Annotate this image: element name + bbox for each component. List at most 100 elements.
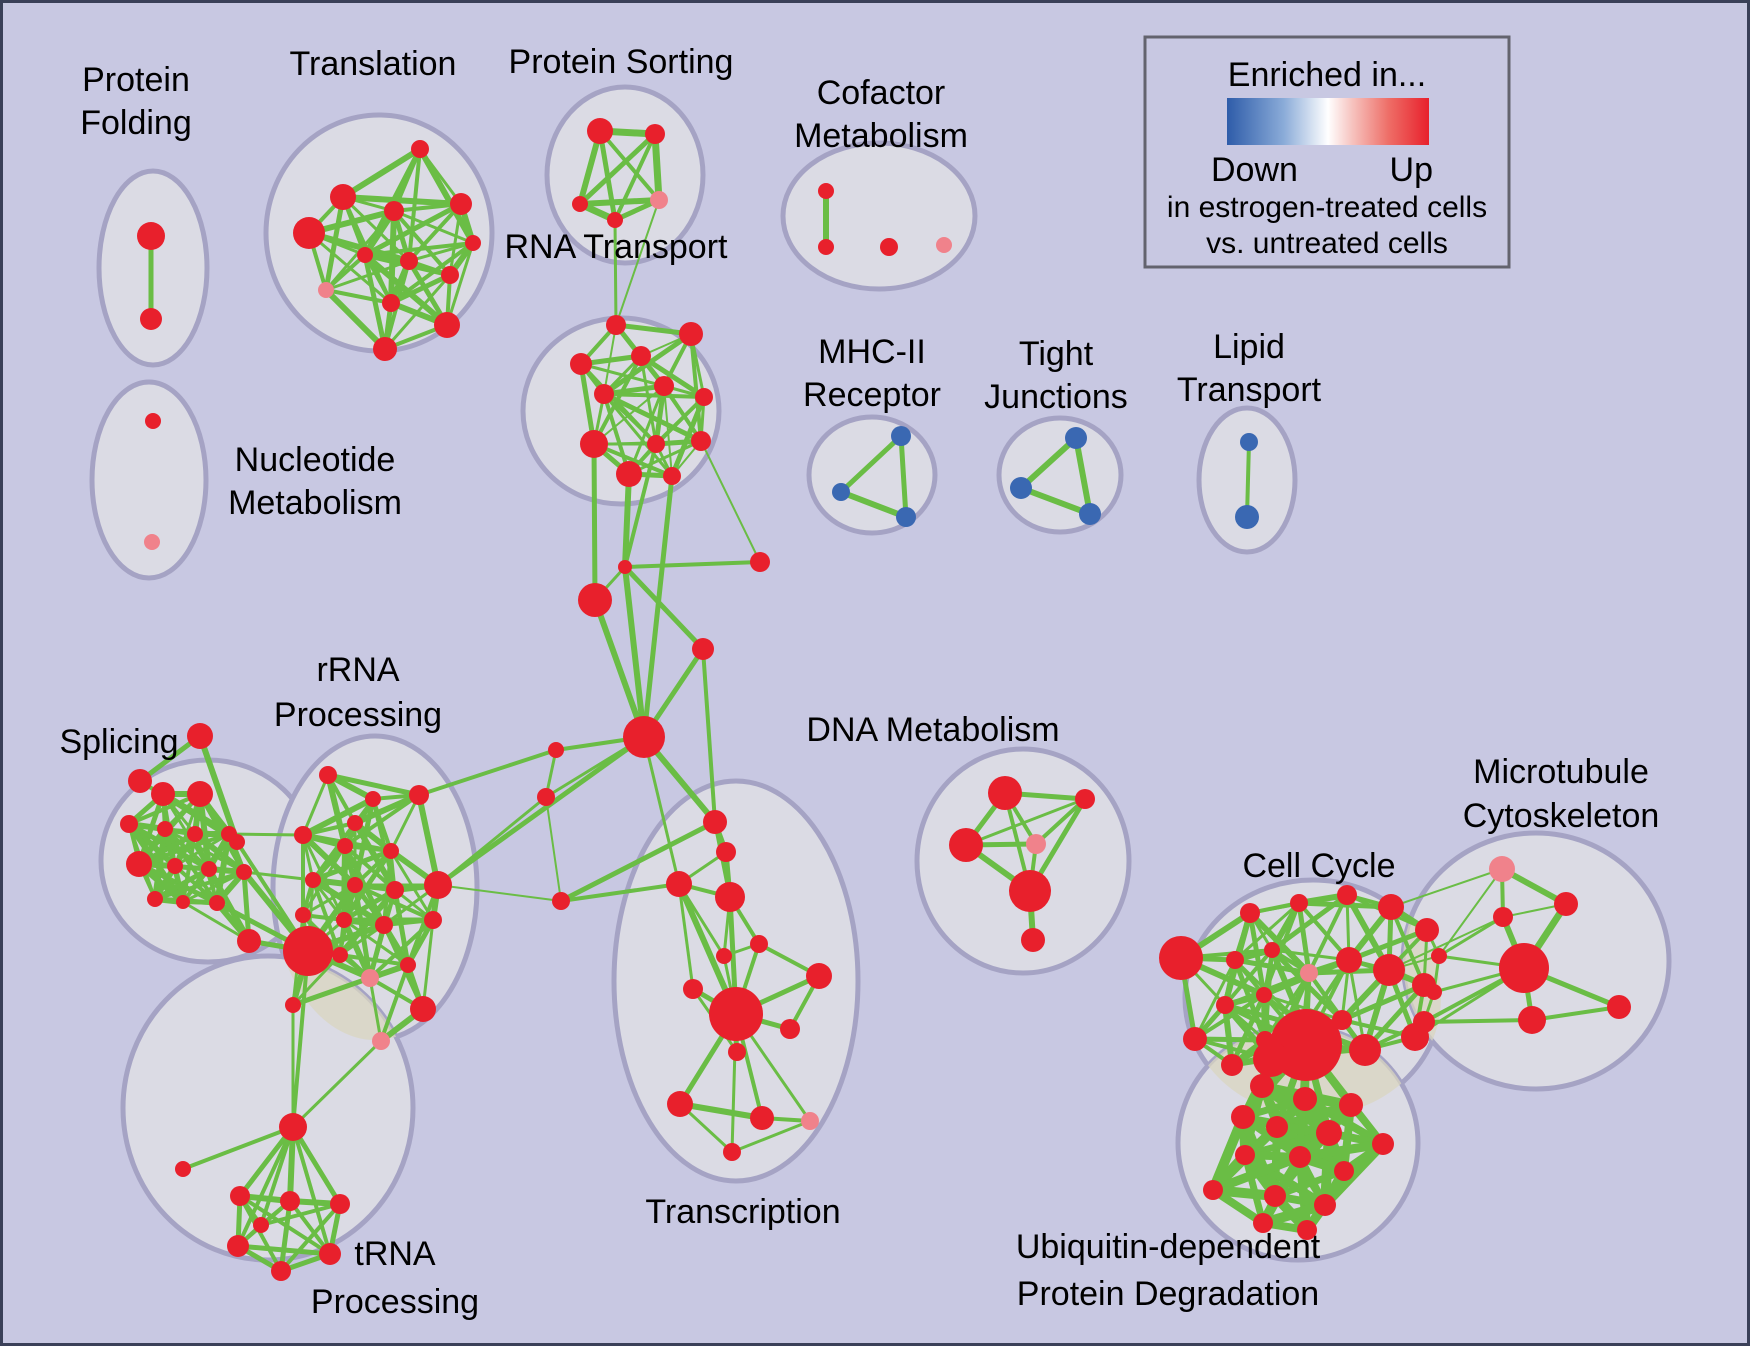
enrichment-network-diagram: Protein Folding Translation Protein Sorting…: [59, 35, 1672, 1321]
gene-set-node-rrna: [410, 996, 436, 1022]
network-edge: [340, 146, 423, 200]
gene-set-node-transcription: [716, 842, 736, 862]
network-edge: [325, 772, 422, 798]
network-edge: [1296, 900, 1312, 976]
network-edge: [577, 131, 658, 207]
gene-set-node-translation: [357, 247, 373, 263]
network-edge: [1223, 948, 1274, 1007]
gene-set-node-rrna: [319, 766, 337, 784]
network-edge: [437, 884, 562, 902]
gene-set-node-connector: [578, 583, 612, 617]
legend-up-label: Up: [1390, 151, 1433, 189]
cluster-overlap-lens: [1185, 1026, 1418, 1116]
cluster-label-cofactor: Cofactor Metabolism: [794, 74, 968, 155]
network-edge: [279, 1202, 342, 1273]
network-edge: [577, 197, 662, 207]
network-edge: [1073, 435, 1093, 517]
network-edge: [689, 332, 703, 443]
network-edge: [1339, 982, 1427, 1023]
gene-set-node-rna_transport: [631, 346, 651, 366]
network-edge: [291, 949, 310, 1129]
gene-set-node-transcription: [806, 963, 832, 989]
gene-set-node-cofactor: [818, 239, 834, 255]
network-edge: [642, 735, 681, 886]
network-edge: [416, 792, 441, 888]
network-edge: [291, 1039, 383, 1129]
gene-set-node-rrna: [372, 1032, 390, 1050]
gene-set-node-microtubule: [1554, 892, 1578, 916]
gene-set-node-rrna: [400, 957, 416, 973]
gene-set-node-translation: [373, 337, 397, 361]
gene-set-node-cell_cycle: [1221, 1054, 1243, 1076]
gene-set-node-microtubule: [1413, 1011, 1435, 1033]
network-edge: [1295, 1139, 1388, 1162]
gene-set-node-transcription: [716, 948, 732, 964]
gene-set-node-ubiquitin: [1266, 1116, 1288, 1138]
gene-set-node-ubiquitin: [1250, 1074, 1274, 1098]
network-edge: [592, 597, 647, 740]
network-edge: [368, 918, 435, 980]
gene-set-node-rna_transport: [570, 353, 592, 375]
network-edge: [448, 202, 463, 277]
gene-set-node-trna: [175, 1161, 191, 1177]
network-edge: [613, 132, 657, 222]
gene-set-node-microtubule: [1493, 907, 1513, 927]
gene-set-node-rna_transport: [654, 376, 674, 396]
network-edge: [1193, 958, 1237, 1041]
gene-set-node-cofactor: [818, 183, 834, 199]
gene-set-node-rrna: [294, 826, 312, 844]
network-edge: [613, 218, 618, 327]
network-edge: [407, 241, 475, 263]
gene-set-node-connector: [548, 742, 564, 758]
gene-set-node-connector: [618, 560, 632, 574]
network-edge: [1245, 440, 1251, 519]
gene-set-node-microtubule: [1518, 1006, 1546, 1034]
gene-set-node-splicing: [151, 782, 175, 806]
gene-set-node-splicing: [221, 826, 237, 842]
cluster-label-protein_folding: Protein Folding: [80, 61, 192, 142]
network-edge: [593, 385, 665, 445]
network-edge: [1269, 892, 1350, 953]
network-edge: [236, 1125, 295, 1248]
network-edge: [1301, 1095, 1387, 1148]
gene-set-node-cell_cycle: [1300, 964, 1318, 982]
gene-set-node-trna: [271, 1261, 291, 1281]
gene-set-node-dna_metabolism: [1075, 789, 1095, 809]
network-edge: [388, 272, 453, 306]
gene-set-node-splicing: [187, 781, 213, 807]
network-edge: [421, 918, 435, 1011]
gene-set-node-lipid_transport: [1235, 505, 1259, 529]
gene-set-node-cell_cycle: [1159, 936, 1203, 980]
network-edge: [237, 1124, 296, 1199]
gene-set-node-ubiquitin: [1253, 1213, 1273, 1233]
gene-set-node-protein_folding: [140, 308, 162, 330]
gene-set-node-rna_transport: [695, 388, 713, 406]
gene-set-node-transcription: [723, 1143, 741, 1161]
gene-set-node-splicing: [157, 821, 173, 837]
network-edge: [1530, 1005, 1621, 1022]
gene-set-node-cell_cycle: [1336, 947, 1362, 973]
gene-set-node-translation: [465, 235, 481, 251]
network-edge: [325, 772, 348, 849]
gene-set-node-trna: [330, 1194, 350, 1214]
gene-set-node-ubiquitin: [1293, 1087, 1317, 1111]
gene-set-node-rna_transport: [616, 461, 642, 487]
network-edge: [181, 900, 251, 943]
cluster-label-protein_sorting: Protein Sorting: [509, 43, 734, 81]
network-edge: [436, 795, 548, 887]
gene-set-node-ubiquitin: [1264, 1185, 1286, 1207]
gene-set-node-trna: [280, 1191, 300, 1211]
gene-set-node-rrna: [332, 947, 348, 963]
network-edge: [353, 883, 435, 922]
gene-set-node-transcription: [750, 935, 768, 953]
network-edge: [259, 1125, 295, 1227]
network-edge: [1018, 435, 1079, 491]
cluster-label-cell_cycle: Cell Cycle: [1242, 847, 1395, 885]
network-edge: [352, 792, 422, 826]
gene-set-node-translation: [434, 312, 460, 338]
gene-set-node-rna_transport: [663, 467, 681, 485]
gene-set-node-connector: [537, 788, 555, 806]
gene-set-node-mhc_ii: [832, 483, 850, 501]
gene-set-node-rrna: [361, 969, 379, 987]
